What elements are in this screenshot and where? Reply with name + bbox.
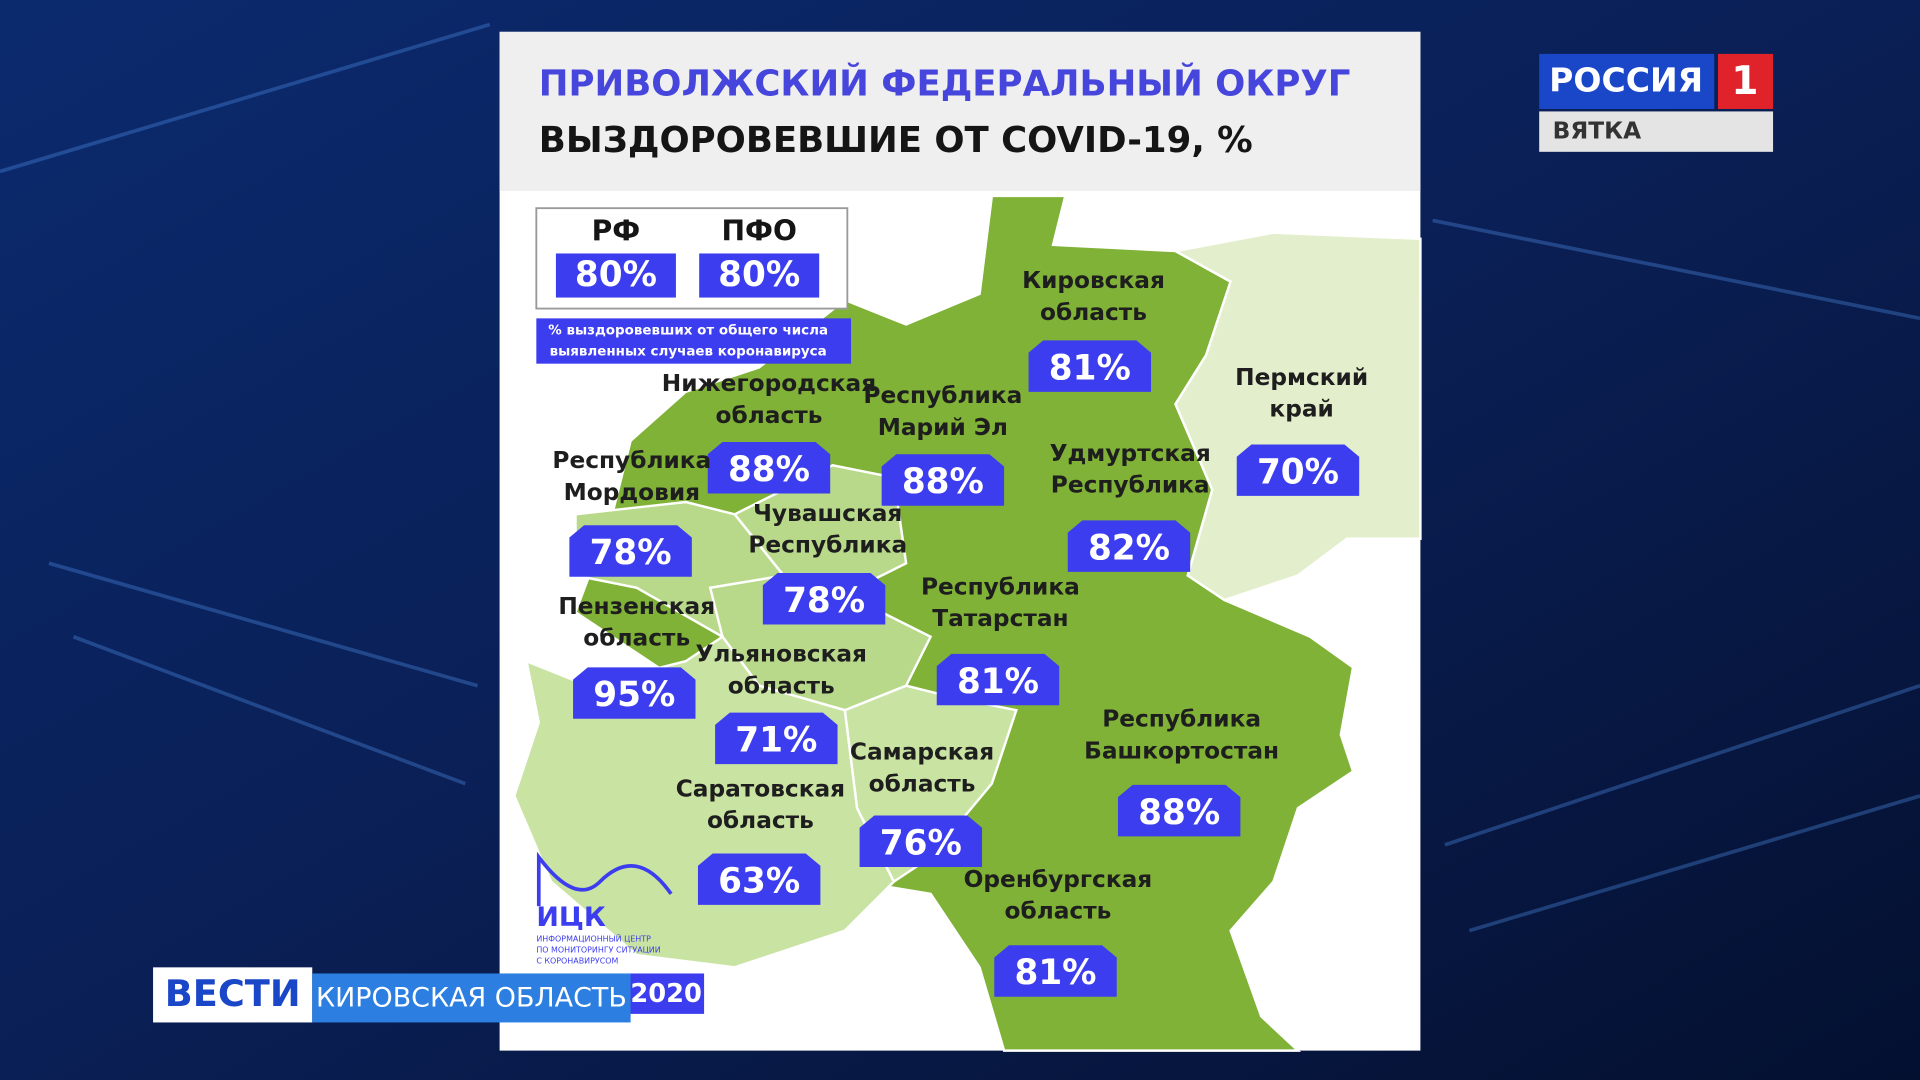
channel-region: ВЯТКА — [1553, 118, 1641, 145]
region-name: область — [728, 672, 835, 699]
region-value: 70% — [1257, 452, 1339, 492]
channel-name: РОССИЯ — [1549, 61, 1703, 100]
region-badge — [1117, 784, 1241, 837]
region-name: область — [583, 625, 690, 652]
legend-note: % выздоровевших от общего числа — [548, 323, 828, 339]
region-badge — [994, 945, 1117, 997]
show-box — [153, 967, 313, 1023]
logo-text: ИНФОРМАЦИОННЫЙ ЦЕНТР — [536, 933, 651, 944]
region-value: 88% — [902, 462, 984, 502]
region-name: Марий Эл — [878, 414, 1008, 441]
channel-number: 1 — [1731, 59, 1758, 104]
region-value: 78% — [783, 581, 865, 621]
channel-box — [1539, 53, 1715, 109]
region-name: Удмуртская — [1050, 440, 1211, 467]
region-name: Республика — [1102, 706, 1261, 733]
region-name: Саратовская — [676, 775, 845, 802]
region-name: Республика — [552, 447, 711, 474]
region-badge — [573, 667, 696, 719]
region-badge — [936, 653, 1060, 706]
region-name: Пензенская — [558, 593, 715, 620]
title: ПРИВОЛЖСКИЙ ФЕДЕРАЛЬНЫЙ ОКРУГ — [539, 63, 1351, 105]
channel-region-box — [1539, 111, 1774, 152]
logo-text: ПО МОНИТОРИНГУ СИТУАЦИИ — [536, 946, 660, 955]
ticker-box — [312, 973, 631, 1023]
region-value: 81% — [1014, 953, 1096, 993]
legend-label: РФ — [592, 215, 641, 248]
region-badge — [881, 454, 1005, 506]
region-name: Самарская — [850, 739, 994, 766]
region-name: область — [707, 807, 814, 834]
region-name: Ульяновская — [695, 641, 867, 668]
region-name: область — [716, 402, 823, 429]
region-badge — [1236, 444, 1360, 496]
region-name: Башкортостан — [1084, 737, 1279, 764]
region-value: 95% — [593, 675, 675, 715]
region-name: Республика — [1051, 472, 1210, 499]
region-name: Оренбургская — [964, 866, 1153, 893]
region-badge — [697, 853, 821, 905]
region-name: Республика — [748, 532, 907, 559]
region-name: край — [1269, 396, 1333, 423]
subtitle: ВЫЗДОРОВЕВШИЕ ОТ COVID-19, % — [539, 120, 1253, 161]
region-name: Татарстан — [932, 605, 1068, 632]
region-value: 81% — [1049, 348, 1131, 388]
region-value: 78% — [590, 533, 672, 573]
year: 2020 — [630, 979, 702, 1009]
region-name: Пермский — [1235, 364, 1368, 391]
region-badge — [762, 573, 886, 625]
legend-note: выявленных случаев коронавируса — [550, 344, 827, 359]
region-area — [1171, 231, 1422, 602]
region-badge — [859, 815, 983, 867]
header-band — [499, 31, 1421, 192]
region-name: Кировская — [1022, 267, 1165, 294]
year-box — [628, 973, 705, 1014]
region-name: Нижегородская — [662, 370, 876, 397]
legend-value-box — [555, 253, 676, 298]
region-name: Республика — [921, 573, 1080, 600]
region-name: Мордовия — [564, 479, 700, 506]
legend-value: 80% — [575, 255, 657, 295]
logo-name: ИЦК — [536, 902, 606, 933]
region-value: 81% — [957, 662, 1039, 702]
logo-text: С КОРОНАВИРУСОМ — [536, 957, 618, 966]
region-badge — [1067, 520, 1191, 572]
region-area — [574, 194, 1355, 1052]
region-badge — [1028, 340, 1152, 392]
ticker: КИРОВСКАЯ ОБЛАСТЬ — [316, 983, 627, 1014]
legend-label: ПФО — [721, 215, 796, 248]
region-value: 82% — [1088, 528, 1170, 568]
region-value: 88% — [728, 450, 810, 490]
region-name: область — [1040, 299, 1147, 326]
region-name: Республика — [863, 382, 1022, 409]
region-value: 63% — [718, 861, 800, 901]
region-badge — [569, 525, 692, 577]
region-value: 76% — [880, 823, 962, 863]
region-value: 88% — [1138, 793, 1220, 833]
legend-value: 80% — [718, 255, 800, 295]
region-name: область — [869, 770, 976, 797]
channel-number-box — [1717, 53, 1774, 109]
logo-mark — [536, 851, 673, 907]
region-badge — [715, 712, 838, 765]
legend-note-box — [536, 318, 852, 364]
show-name: ВЕСТИ — [165, 972, 301, 1015]
region-value: 71% — [735, 721, 817, 761]
region-name: область — [1005, 898, 1112, 925]
region-name: Чувашская — [753, 500, 902, 527]
legend-value-box — [699, 253, 820, 298]
region-badge — [707, 442, 831, 494]
background-lines — [0, 22, 1920, 933]
